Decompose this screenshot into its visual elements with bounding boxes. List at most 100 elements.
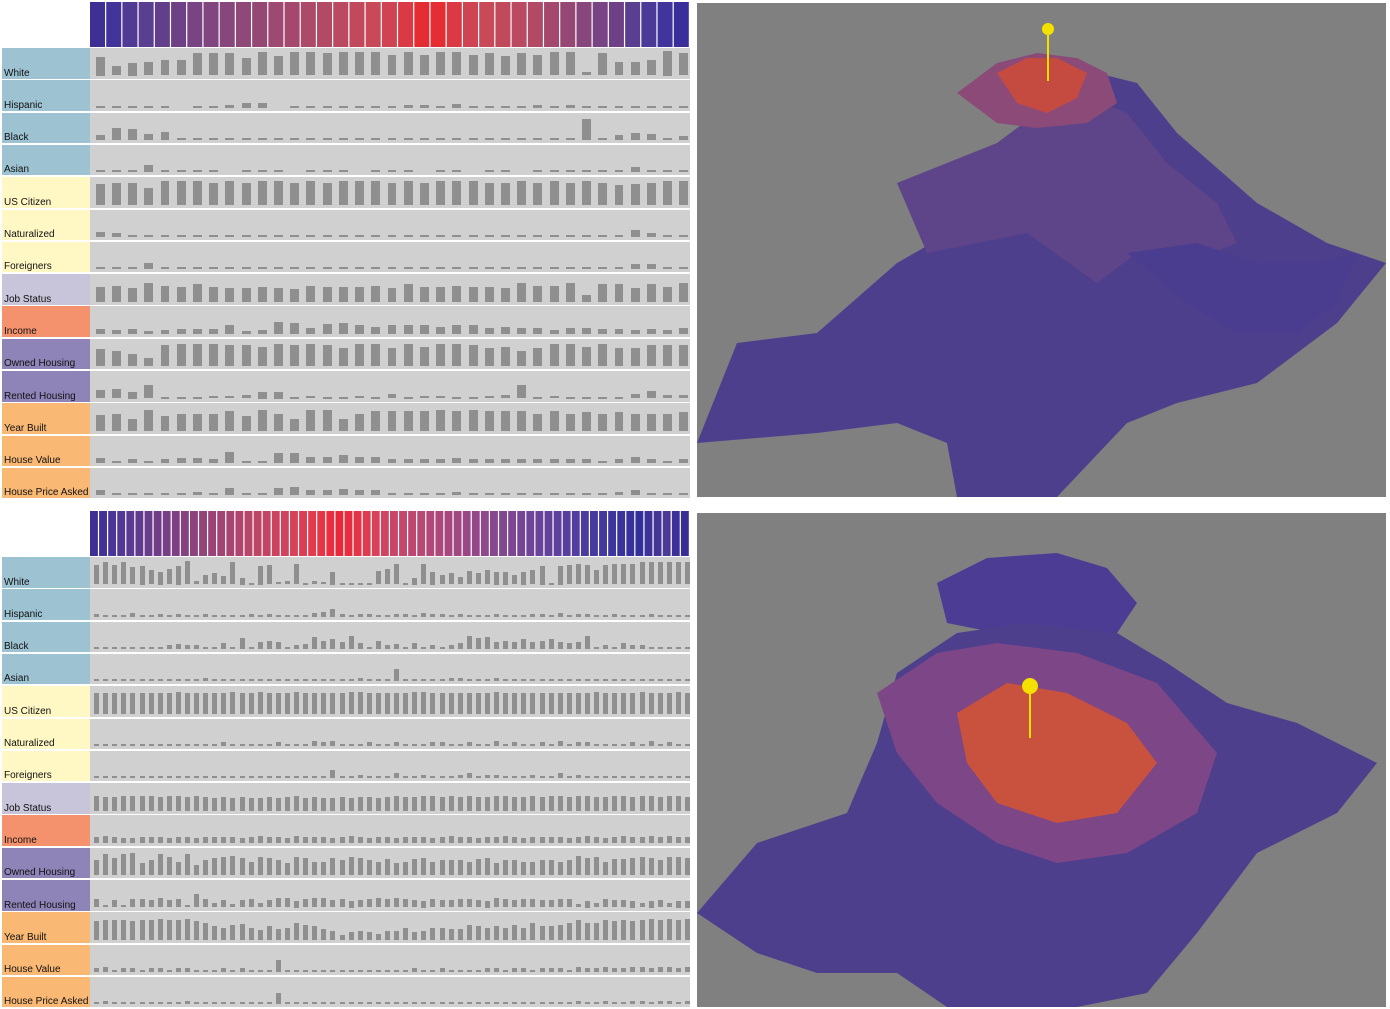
- bottom-header-swatch[interactable]: [171, 511, 180, 556]
- bottom-row-asian[interactable]: Asian: [0, 653, 692, 685]
- top-map-svg[interactable]: [697, 3, 1386, 497]
- bottom-header-swatch[interactable]: [608, 511, 617, 556]
- bottom-map-view[interactable]: [697, 513, 1386, 1007]
- bottom-header-swatch[interactable]: [190, 511, 198, 556]
- top-header-swatch[interactable]: [171, 2, 187, 47]
- bottom-header-swatch[interactable]: [199, 511, 207, 556]
- bottom-header-swatch[interactable]: [117, 511, 126, 556]
- top-header-swatch[interactable]: [187, 2, 203, 47]
- bottom-header-swatch[interactable]: [408, 511, 417, 556]
- top-header-swatch[interactable]: [608, 2, 624, 47]
- bottom-header-swatch[interactable]: [180, 511, 189, 556]
- bottom-header-swatch[interactable]: [462, 511, 471, 556]
- bottom-header-swatch[interactable]: [135, 511, 144, 556]
- bottom-header-swatch[interactable]: [635, 511, 644, 556]
- bottom-header-swatch[interactable]: [380, 511, 389, 556]
- top-header-swatch[interactable]: [203, 2, 219, 47]
- top-row-white[interactable]: White: [0, 48, 692, 79]
- bottom-header-swatch[interactable]: [590, 511, 598, 556]
- bottom-header-swatch[interactable]: [426, 511, 435, 556]
- top-row-owned-housing[interactable]: Owned Housing: [0, 338, 692, 370]
- bottom-header-swatch[interactable]: [599, 511, 607, 556]
- bottom-header-swatch[interactable]: [290, 511, 298, 556]
- top-header-swatch[interactable]: [122, 2, 138, 47]
- bottom-header-swatch[interactable]: [580, 511, 589, 556]
- top-row-asian[interactable]: Asian: [0, 144, 692, 176]
- top-header-swatch[interactable]: [138, 2, 154, 47]
- top-header-swatch[interactable]: [511, 2, 527, 47]
- bottom-row-naturalized[interactable]: Naturalized: [0, 718, 692, 749]
- top-header-swatch[interactable]: [641, 2, 657, 47]
- bottom-row-rented-housing[interactable]: Rented Housing: [0, 880, 692, 911]
- bottom-row-hispanic[interactable]: Hispanic: [0, 589, 692, 620]
- bottom-header-swatch[interactable]: [653, 511, 662, 556]
- bottom-header-swatch[interactable]: [144, 511, 153, 556]
- bottom-row-year-built[interactable]: Year Built: [0, 912, 692, 943]
- top-header-swatch[interactable]: [268, 2, 284, 47]
- top-header-swatch[interactable]: [219, 2, 235, 47]
- top-header-swatch[interactable]: [462, 2, 478, 47]
- bottom-header-swatch[interactable]: [390, 511, 398, 556]
- bottom-row-job-status[interactable]: Job Status: [0, 783, 692, 814]
- bottom-row-black[interactable]: Black: [0, 621, 692, 653]
- top-header-swatch[interactable]: [673, 2, 689, 47]
- top-row-job-status[interactable]: Job Status: [0, 274, 692, 305]
- bottom-header-swatch[interactable]: [253, 511, 262, 556]
- bottom-header-swatch[interactable]: [362, 511, 371, 556]
- bottom-header-swatch[interactable]: [344, 511, 353, 556]
- top-header-swatch[interactable]: [300, 2, 316, 47]
- bottom-header-swatch[interactable]: [571, 511, 580, 556]
- bottom-header-swatch[interactable]: [226, 511, 235, 556]
- top-header-swatch[interactable]: [365, 2, 381, 47]
- bottom-header-swatch[interactable]: [162, 511, 171, 556]
- top-header-swatch[interactable]: [381, 2, 397, 47]
- bottom-header-swatch[interactable]: [262, 511, 271, 556]
- bottom-header-swatch[interactable]: [671, 511, 680, 556]
- bottom-header-swatch[interactable]: [662, 511, 671, 556]
- top-header-swatch[interactable]: [333, 2, 349, 47]
- top-header-swatch[interactable]: [414, 2, 430, 47]
- bottom-header-swatch[interactable]: [371, 511, 380, 556]
- top-row-rented-housing[interactable]: Rented Housing: [0, 371, 692, 402]
- bottom-header-swatch[interactable]: [417, 511, 426, 556]
- bottom-header-swatch[interactable]: [335, 511, 344, 556]
- bottom-header-swatch[interactable]: [453, 511, 462, 556]
- bottom-header-swatch[interactable]: [526, 511, 535, 556]
- top-row-house-price-asked[interactable]: House Price Asked: [0, 467, 692, 499]
- bottom-row-house-price-asked[interactable]: House Price Asked: [0, 976, 692, 1008]
- top-header-swatch[interactable]: [527, 2, 543, 47]
- bottom-header-swatch[interactable]: [680, 511, 689, 556]
- top-header-swatch[interactable]: [446, 2, 462, 47]
- bottom-header-swatch[interactable]: [499, 511, 507, 556]
- bottom-header-swatch[interactable]: [153, 511, 162, 556]
- bottom-map-marker[interactable]: [1022, 678, 1038, 694]
- top-row-income[interactable]: Income: [0, 306, 692, 337]
- top-row-year-built[interactable]: Year Built: [0, 403, 692, 434]
- bottom-header-swatch[interactable]: [626, 511, 635, 556]
- top-header-swatch[interactable]: [106, 2, 122, 47]
- bottom-header-swatch[interactable]: [644, 511, 653, 556]
- top-header-swatch[interactable]: [544, 2, 560, 47]
- top-header-swatch[interactable]: [479, 2, 495, 47]
- top-header-swatch[interactable]: [317, 2, 333, 47]
- bottom-header-swatch[interactable]: [108, 511, 117, 556]
- bottom-row-income[interactable]: Income: [0, 815, 692, 846]
- top-header-swatch[interactable]: [495, 2, 511, 47]
- top-map-marker[interactable]: [1042, 23, 1054, 35]
- bottom-map-svg[interactable]: [697, 513, 1386, 1007]
- bottom-header-swatch[interactable]: [90, 511, 98, 556]
- bottom-header-swatch[interactable]: [353, 511, 362, 556]
- top-header-swatch[interactable]: [154, 2, 170, 47]
- bottom-header-swatch[interactable]: [617, 511, 626, 556]
- top-header-swatch[interactable]: [398, 2, 414, 47]
- bottom-header-swatch[interactable]: [444, 511, 453, 556]
- top-row-naturalized[interactable]: Naturalized: [0, 209, 692, 240]
- bottom-header-swatch[interactable]: [508, 511, 517, 556]
- bottom-row-house-value[interactable]: House Value: [0, 944, 692, 976]
- bottom-header-swatch[interactable]: [471, 511, 480, 556]
- bottom-header-swatch[interactable]: [326, 511, 335, 556]
- top-header-swatch[interactable]: [576, 2, 592, 47]
- bottom-header-swatch[interactable]: [244, 511, 253, 556]
- bottom-header-swatch[interactable]: [490, 511, 498, 556]
- bottom-header-swatch[interactable]: [308, 511, 317, 556]
